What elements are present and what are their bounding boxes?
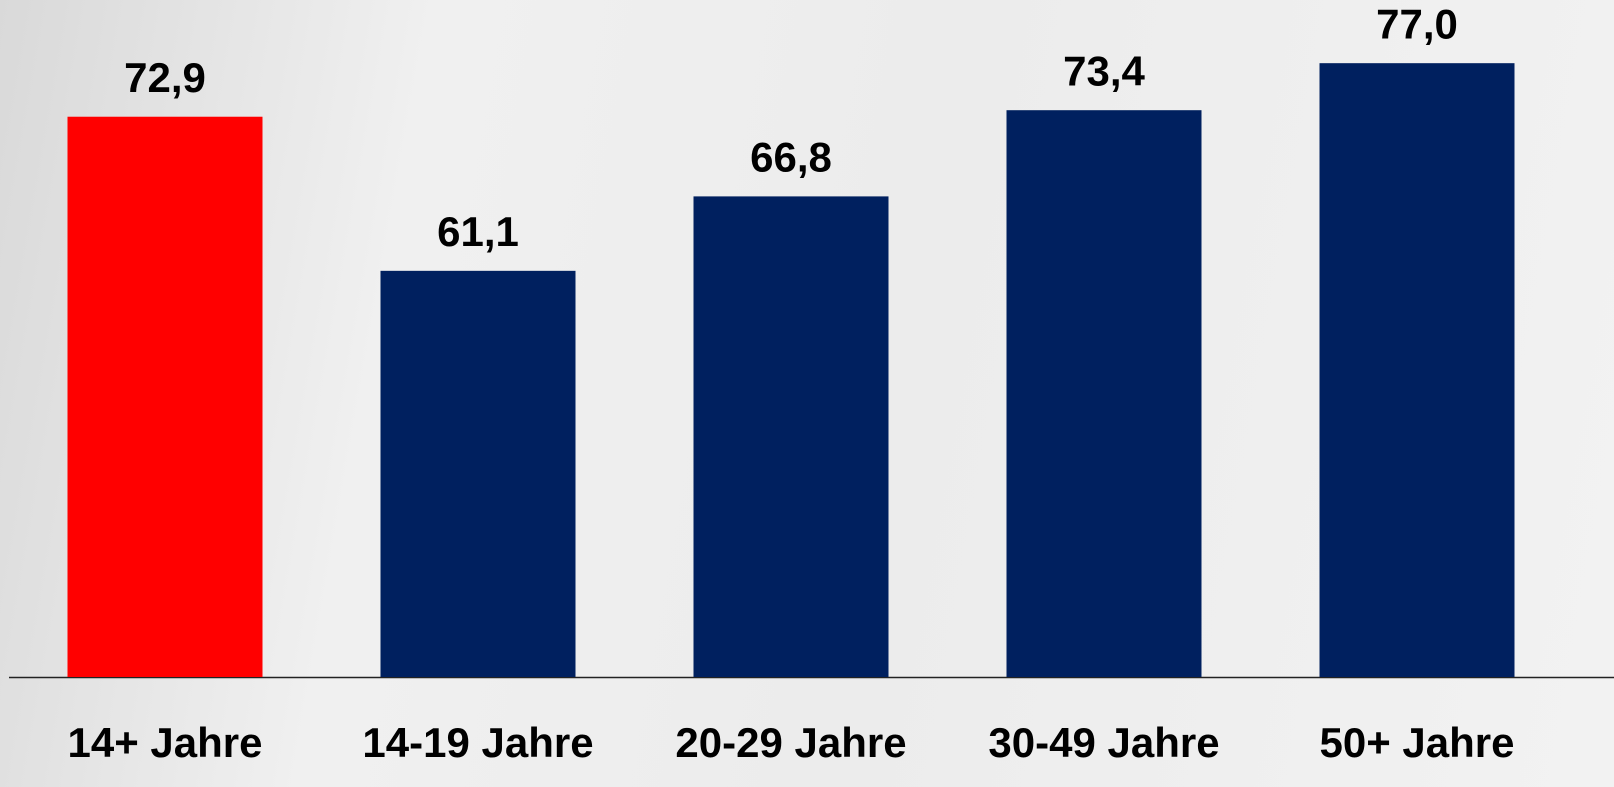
x-tick-label: 30-49 Jahre <box>988 719 1219 766</box>
bar <box>380 270 576 677</box>
value-label: 72,9 <box>124 54 206 101</box>
bar <box>1319 63 1515 678</box>
value-label: 61,1 <box>437 208 519 255</box>
value-label: 73,4 <box>1063 47 1145 94</box>
x-tick-label: 20-29 Jahre <box>675 719 906 766</box>
x-tick-label: 50+ Jahre <box>1320 719 1515 766</box>
x-tick-label: 14-19 Jahre <box>362 719 593 766</box>
x-tick-label: 14+ Jahre <box>68 719 263 766</box>
bar <box>1006 110 1202 678</box>
value-label: 66,8 <box>750 133 832 180</box>
bar <box>693 196 889 677</box>
value-label: 77,0 <box>1376 0 1458 47</box>
bar <box>67 116 263 677</box>
